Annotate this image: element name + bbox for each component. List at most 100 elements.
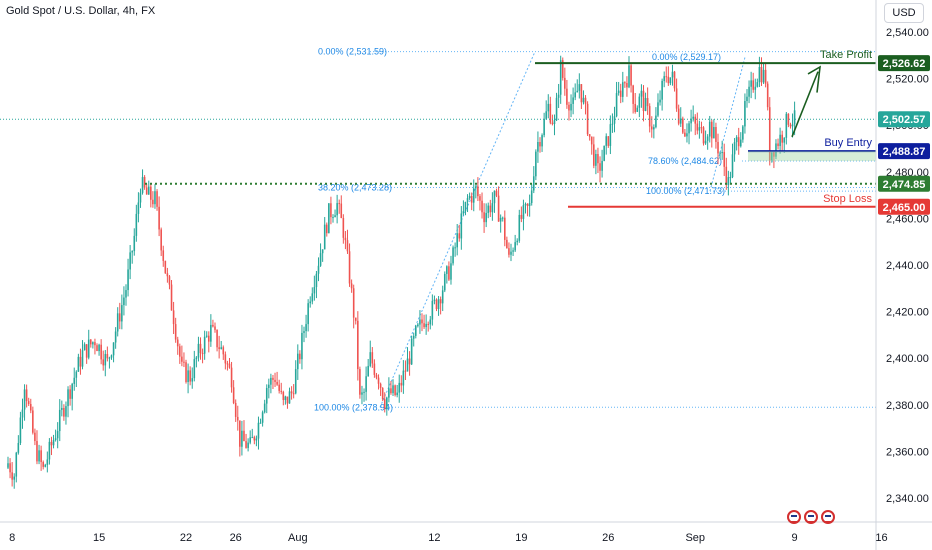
candle-body bbox=[613, 116, 616, 124]
x-tick-label: 8 bbox=[9, 532, 15, 544]
candle-body bbox=[568, 104, 570, 111]
stop-loss-tag bbox=[878, 198, 930, 215]
candle-body bbox=[746, 96, 748, 102]
candle-body bbox=[661, 80, 663, 100]
us-flag-icon[interactable] bbox=[804, 510, 818, 524]
candle-body bbox=[779, 134, 781, 147]
candle-body bbox=[52, 440, 55, 446]
candle-body bbox=[386, 397, 388, 409]
candle-body bbox=[777, 143, 779, 147]
candle-body bbox=[723, 152, 726, 167]
candle-body bbox=[520, 214, 523, 219]
candle-body bbox=[181, 356, 183, 362]
candle-body bbox=[243, 430, 245, 442]
candle-body bbox=[510, 251, 512, 255]
candle-body bbox=[336, 203, 338, 216]
candle-body bbox=[325, 224, 328, 234]
candle-body bbox=[626, 82, 628, 88]
candle-body bbox=[301, 332, 303, 360]
up-arrow-icon bbox=[807, 65, 821, 93]
candle-body bbox=[427, 323, 430, 325]
y-tick-label: 2,400.00 bbox=[886, 353, 929, 365]
take-profit-tag-label: 2,526.62 bbox=[883, 58, 926, 70]
y-tick-label: 2,460.00 bbox=[886, 213, 929, 225]
event-flags bbox=[787, 510, 835, 524]
candle-body bbox=[574, 92, 576, 98]
candle-body bbox=[73, 377, 76, 384]
candle-body bbox=[551, 122, 554, 125]
candle-body bbox=[81, 350, 84, 367]
candle-body bbox=[118, 313, 121, 322]
candle-body bbox=[90, 339, 92, 345]
candle-body bbox=[475, 186, 477, 189]
candle-body bbox=[218, 347, 220, 349]
candle-body bbox=[493, 190, 496, 204]
candle-body bbox=[437, 299, 440, 310]
candle-body bbox=[630, 65, 632, 86]
candle-body bbox=[253, 437, 256, 441]
candle-body bbox=[694, 116, 697, 124]
candle-body bbox=[332, 217, 334, 219]
candle-body bbox=[706, 136, 709, 141]
candle-body bbox=[249, 437, 251, 443]
candle-body bbox=[711, 121, 713, 139]
candle-body bbox=[754, 86, 757, 90]
us-flag-icon[interactable] bbox=[787, 510, 801, 524]
candle-body bbox=[731, 154, 734, 178]
candle-body bbox=[179, 346, 181, 357]
candle-body bbox=[535, 151, 537, 177]
candle-body bbox=[222, 347, 225, 355]
candle-body bbox=[121, 305, 123, 322]
candle-body bbox=[547, 103, 550, 112]
candle-body bbox=[793, 110, 796, 125]
candle-body bbox=[154, 191, 156, 205]
candle-body bbox=[110, 355, 113, 358]
candle-body bbox=[657, 102, 659, 116]
candle-body bbox=[38, 450, 40, 462]
candle-body bbox=[176, 339, 179, 347]
candle-body bbox=[702, 127, 705, 144]
candle-body bbox=[404, 370, 407, 372]
candle-body bbox=[36, 441, 38, 462]
candle-body bbox=[760, 66, 763, 83]
candle-body bbox=[245, 441, 247, 448]
candle-body bbox=[539, 142, 541, 147]
candle-body bbox=[156, 191, 158, 207]
candle-body bbox=[696, 123, 699, 131]
candle-body bbox=[785, 113, 788, 138]
candle-body bbox=[69, 389, 71, 399]
candle-body bbox=[621, 82, 624, 97]
candle-body bbox=[650, 126, 653, 130]
us-flag-icon[interactable] bbox=[821, 510, 835, 524]
candle-body bbox=[183, 361, 185, 363]
currency-button[interactable]: USD bbox=[884, 3, 924, 23]
candle-body bbox=[162, 250, 165, 261]
x-tick-label: 26 bbox=[230, 532, 242, 544]
candle-body bbox=[388, 388, 390, 398]
fib-label: 100.00% (2,471.73) bbox=[646, 186, 725, 196]
candle-body bbox=[412, 335, 415, 339]
candle-body bbox=[261, 412, 264, 423]
candle-body bbox=[572, 97, 574, 104]
candle-body bbox=[369, 352, 372, 366]
candle-body bbox=[667, 76, 670, 84]
candle-body bbox=[508, 248, 510, 255]
candle-body bbox=[762, 69, 765, 83]
candle-body bbox=[9, 463, 11, 473]
current-price-tag-label: 2,502.57 bbox=[883, 114, 926, 126]
candle-body bbox=[147, 186, 150, 195]
y-tick-label: 2,360.00 bbox=[886, 446, 929, 458]
candle-body bbox=[499, 217, 502, 222]
candle-body bbox=[636, 107, 639, 112]
candle-body bbox=[205, 335, 208, 337]
candle-body bbox=[402, 370, 405, 386]
candle-body bbox=[294, 369, 297, 394]
candle-body bbox=[123, 297, 125, 306]
candle-body bbox=[139, 192, 142, 203]
y-tick-label: 2,420.00 bbox=[886, 307, 929, 319]
candle-body bbox=[638, 96, 641, 108]
candle-body bbox=[11, 472, 13, 480]
support-tag-label: 2,474.85 bbox=[883, 179, 926, 191]
candle-body bbox=[259, 422, 262, 424]
